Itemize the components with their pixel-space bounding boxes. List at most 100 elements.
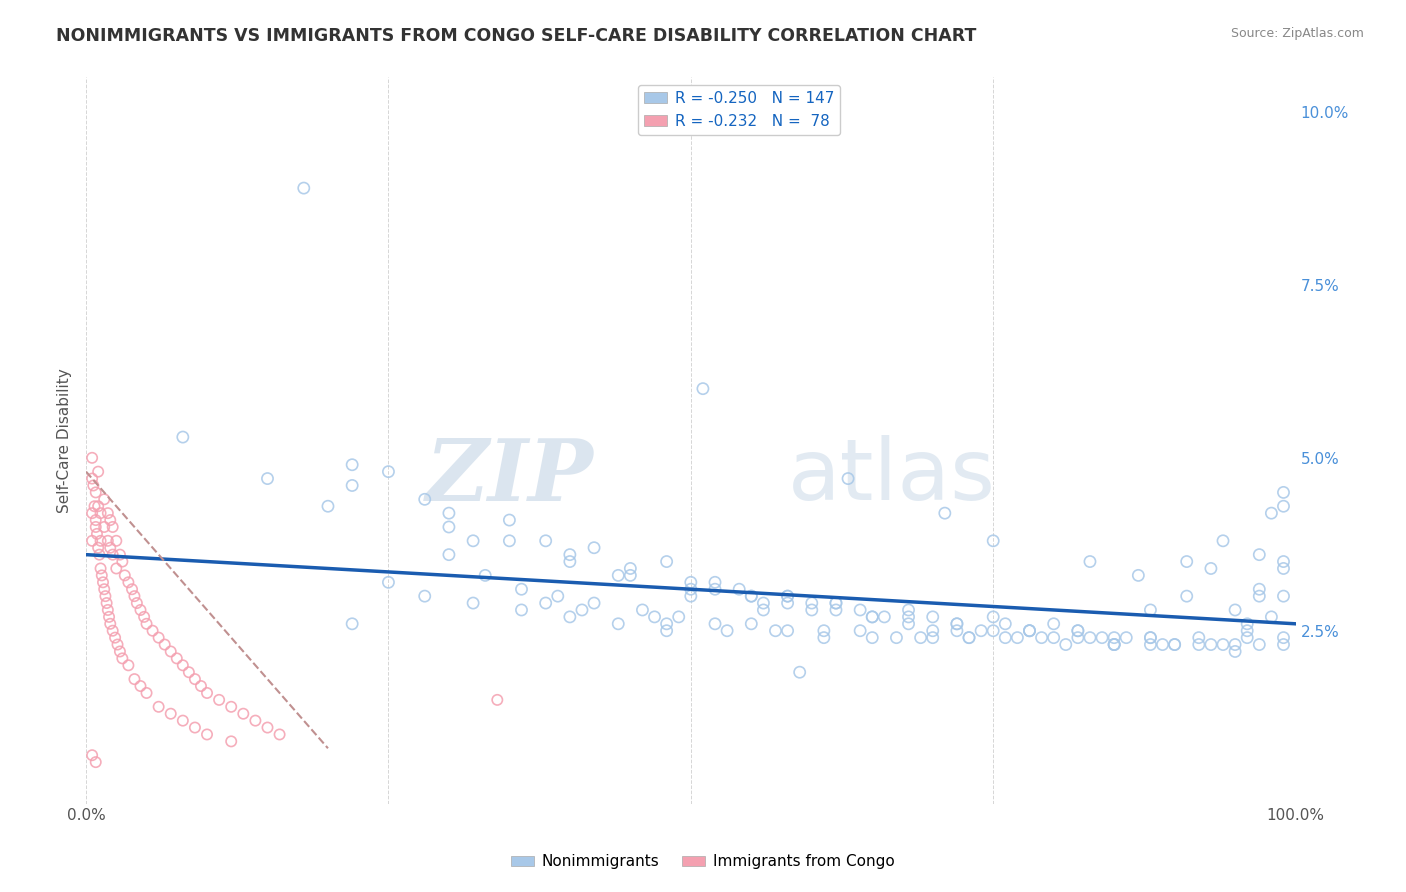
Point: [498, 533, 520, 548]
Point: [195, 727, 218, 741]
Point: [1199, 561, 1222, 575]
Point: [1272, 555, 1295, 569]
Point: [619, 568, 641, 582]
Point: [316, 500, 339, 514]
Point: [1199, 638, 1222, 652]
Point: [752, 596, 775, 610]
Point: [101, 520, 124, 534]
Point: [776, 624, 799, 638]
Point: [101, 548, 124, 562]
Point: [125, 596, 148, 610]
Point: [93, 520, 115, 534]
Point: [82, 533, 104, 548]
Point: [84, 485, 107, 500]
Point: [86, 527, 108, 541]
Point: [111, 651, 134, 665]
Point: [166, 651, 188, 665]
Point: [1067, 631, 1090, 645]
Point: [98, 513, 121, 527]
Point: [1139, 631, 1161, 645]
Point: [142, 624, 165, 638]
Point: [631, 603, 654, 617]
Point: [1272, 589, 1295, 603]
Point: [583, 541, 606, 555]
Point: [970, 624, 993, 638]
Point: [117, 658, 139, 673]
Point: [740, 616, 762, 631]
Point: [124, 672, 146, 686]
Point: [1139, 631, 1161, 645]
Point: [1152, 638, 1174, 652]
Point: [256, 721, 278, 735]
Text: NONIMMIGRANTS VS IMMIGRANTS FROM CONGO SELF-CARE DISABILITY CORRELATION CHART: NONIMMIGRANTS VS IMMIGRANTS FROM CONGO S…: [56, 27, 977, 45]
Point: [704, 616, 727, 631]
Point: [219, 699, 242, 714]
Point: [1175, 589, 1198, 603]
Point: [886, 631, 908, 645]
Point: [860, 610, 883, 624]
Point: [108, 644, 131, 658]
Point: [96, 596, 118, 610]
Point: [159, 644, 181, 658]
Point: [1260, 610, 1282, 624]
Point: [90, 561, 112, 575]
Point: [716, 624, 738, 638]
Point: [1078, 631, 1101, 645]
Point: [860, 631, 883, 645]
Point: [107, 638, 129, 652]
Point: [135, 686, 157, 700]
Point: [340, 458, 363, 472]
Point: [1175, 555, 1198, 569]
Point: [87, 465, 110, 479]
Point: [1223, 644, 1246, 658]
Point: [377, 575, 399, 590]
Point: [921, 610, 943, 624]
Point: [172, 658, 194, 673]
Point: [117, 575, 139, 590]
Point: [860, 610, 883, 624]
Point: [825, 603, 848, 617]
Point: [84, 520, 107, 534]
Point: [1236, 624, 1258, 638]
Point: [89, 548, 111, 562]
Point: [558, 610, 581, 624]
Point: [1042, 616, 1064, 631]
Point: [437, 506, 460, 520]
Point: [98, 616, 121, 631]
Point: [134, 610, 156, 624]
Point: [1007, 631, 1029, 645]
Point: [97, 506, 120, 520]
Point: [172, 714, 194, 728]
Point: [800, 603, 823, 617]
Point: [1223, 603, 1246, 617]
Point: [921, 624, 943, 638]
Point: [981, 533, 1004, 548]
Point: [184, 672, 207, 686]
Point: [1249, 582, 1271, 597]
Point: [148, 631, 170, 645]
Point: [800, 596, 823, 610]
Point: [619, 561, 641, 575]
Point: [558, 555, 581, 569]
Y-axis label: Self-Care Disability: Self-Care Disability: [58, 368, 72, 513]
Point: [1115, 631, 1137, 645]
Point: [776, 596, 799, 610]
Point: [740, 589, 762, 603]
Point: [1018, 624, 1040, 638]
Point: [82, 478, 104, 492]
Point: [461, 533, 484, 548]
Point: [934, 506, 956, 520]
Point: [340, 478, 363, 492]
Point: [129, 603, 152, 617]
Point: [1139, 638, 1161, 652]
Point: [704, 575, 727, 590]
Point: [692, 382, 714, 396]
Point: [679, 582, 702, 597]
Point: [957, 631, 980, 645]
Point: [897, 616, 920, 631]
Point: [1102, 638, 1125, 652]
Point: [946, 624, 969, 638]
Point: [1272, 638, 1295, 652]
Point: [340, 616, 363, 631]
Point: [87, 541, 110, 555]
